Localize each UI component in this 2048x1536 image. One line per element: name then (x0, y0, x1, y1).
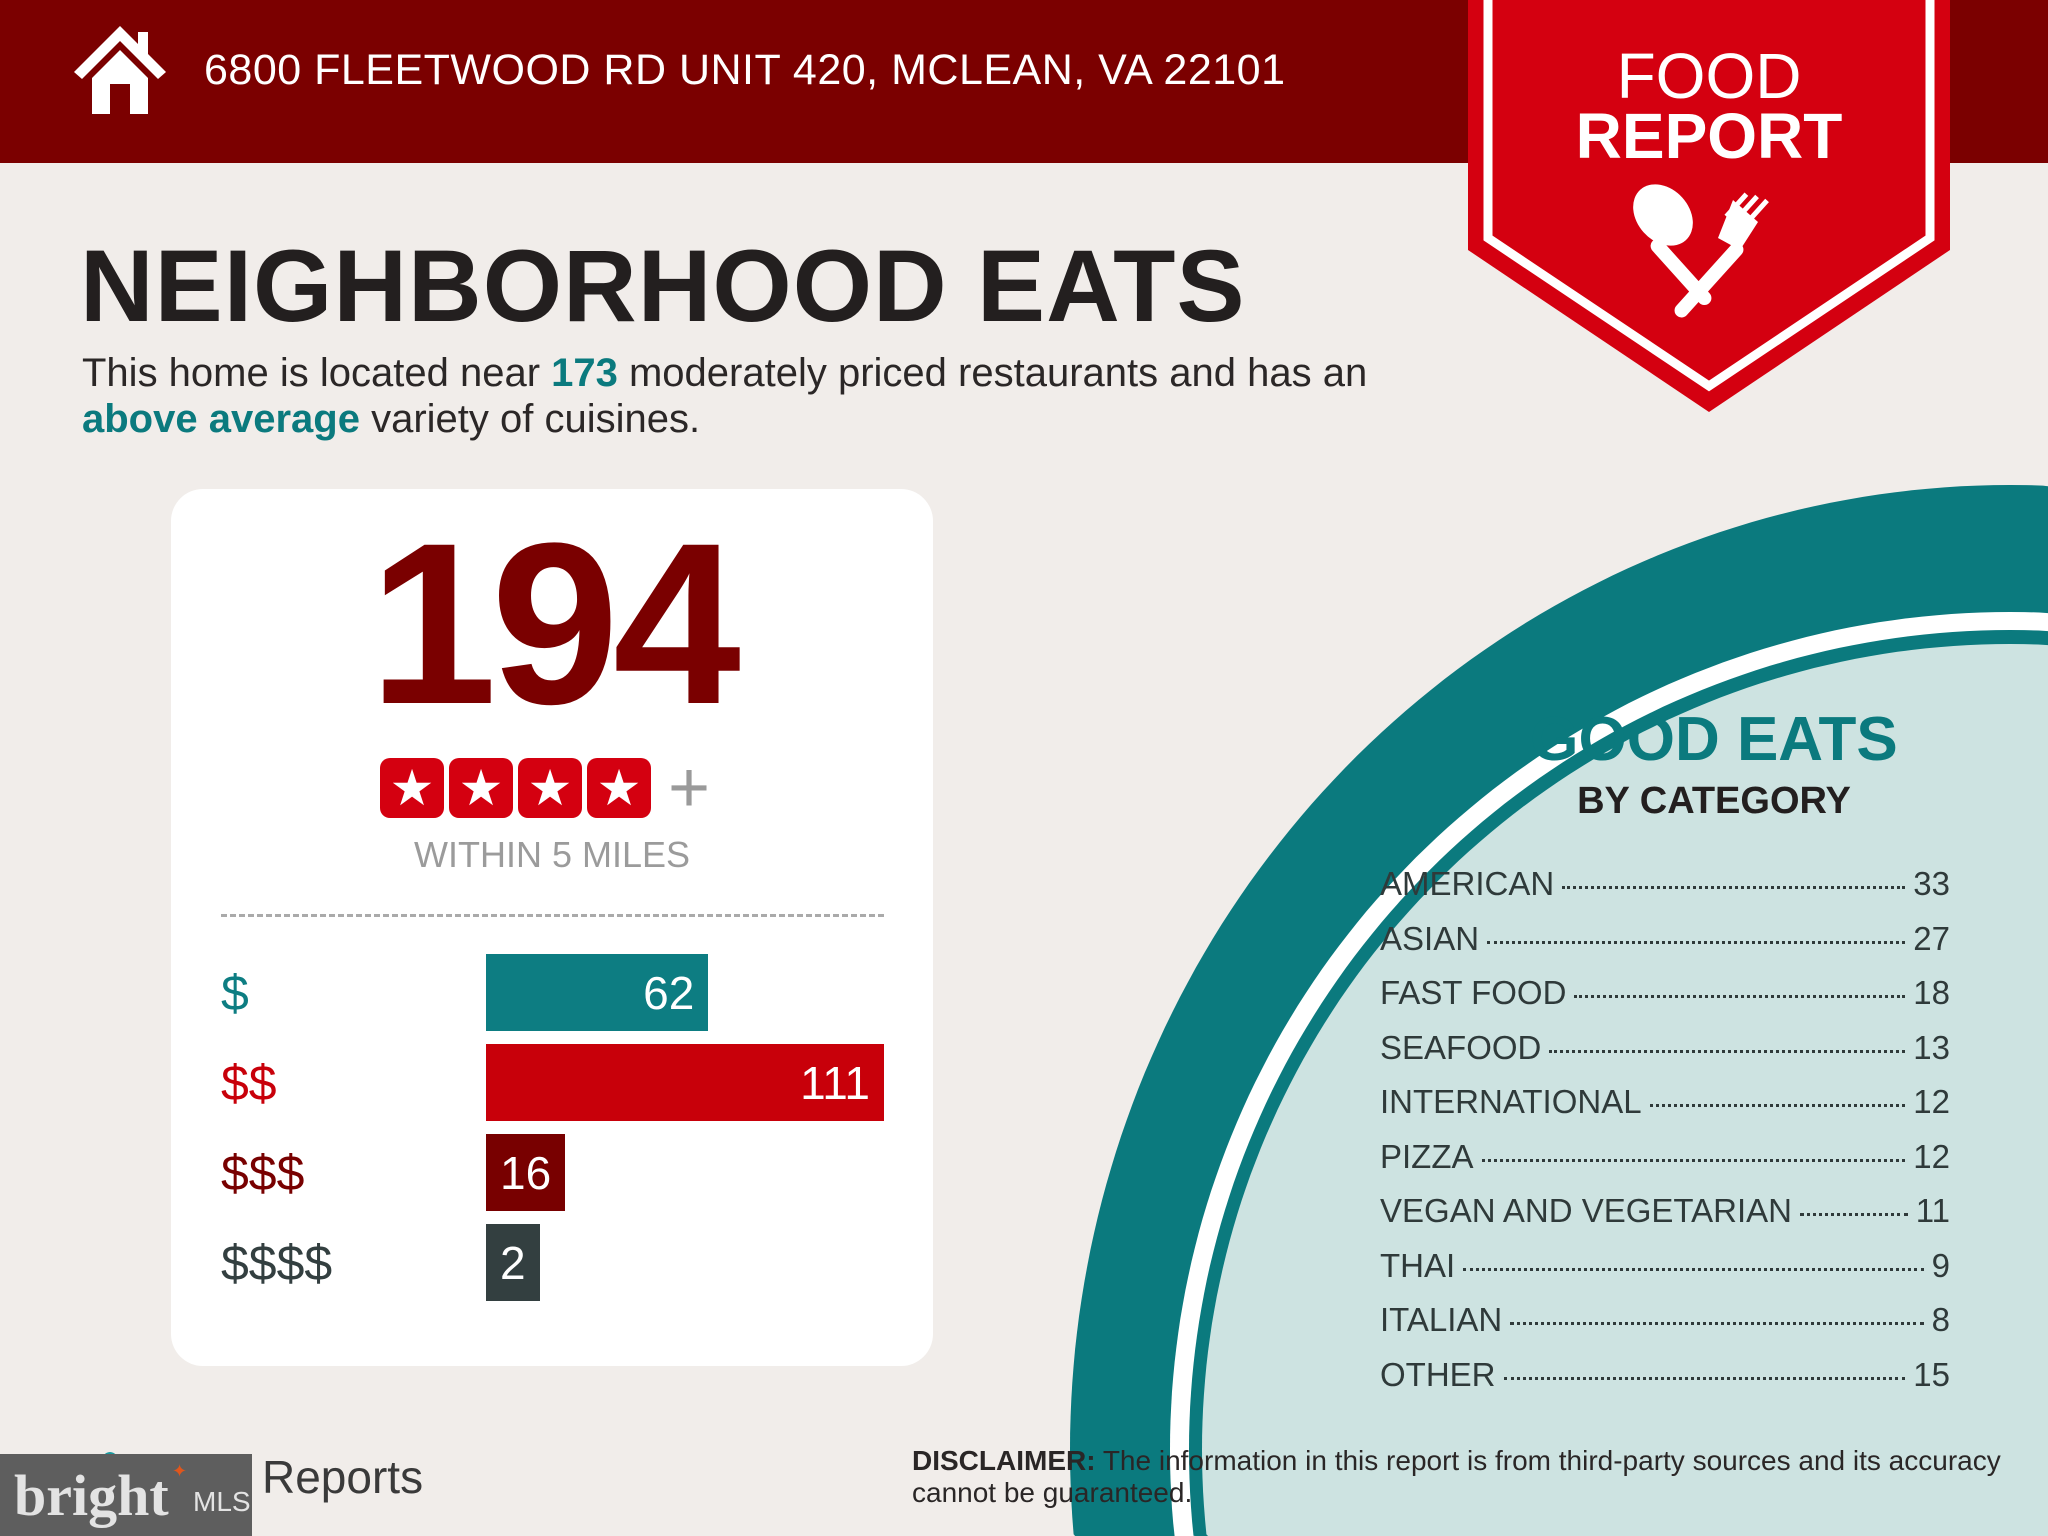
intro-part: This home is located near (82, 351, 552, 395)
price-tier-bar: 111 (486, 1044, 884, 1121)
intro-part: variety of cuisines. (359, 397, 701, 441)
plus-icon: + (668, 748, 711, 828)
badge-title-line2: REPORT (1575, 100, 1843, 172)
circle-ring (1202, 644, 2048, 1536)
dot-leader (1481, 1158, 1906, 1162)
page-title: NEIGHBORHOOD EATS (80, 229, 1246, 343)
total-restaurants: 194 (369, 495, 741, 752)
price-tier-row: $62 (221, 954, 891, 1031)
category-name: THAI (1380, 1246, 1456, 1284)
category-row: ITALIAN 8 (1380, 1301, 1950, 1356)
star-icon: ★ (380, 758, 444, 818)
disclaimer-text: The information in this report is from t… (912, 1445, 2001, 1508)
category-count: 12 (1913, 1083, 1950, 1120)
category-count: 15 (1913, 1355, 1950, 1393)
category-name: INTERNATIONAL (1380, 1083, 1642, 1120)
food-report-badge (1468, 0, 1950, 412)
intro-text: This home is located near 173 moderately… (82, 350, 1462, 442)
divider (221, 914, 884, 917)
category-row: PIZZA 12 (1380, 1138, 1950, 1193)
dot-leader (1562, 886, 1906, 889)
category-count: 11 (1915, 1192, 1950, 1229)
price-tier-label: $$$ (221, 1144, 305, 1201)
dot-leader (1649, 1104, 1906, 1107)
category-count: 13 (1913, 1028, 1950, 1066)
category-row: OTHER 15 (1380, 1356, 1950, 1411)
category-name: AMERICAN (1380, 865, 1555, 902)
category-name: ASIAN (1380, 919, 1480, 957)
bright-mls-watermark: bright ✦ MLS (0, 1454, 252, 1536)
category-name: FAST FOOD (1380, 974, 1567, 1011)
star-icon: ★ (449, 758, 513, 818)
dot-leader (1574, 995, 1906, 998)
category-row: INTERNATIONAL 12 (1380, 1083, 1950, 1138)
category-name: ITALIAN (1380, 1301, 1503, 1338)
category-row: FAST FOOD 18 (1380, 974, 1950, 1029)
variety-rating: above average (82, 397, 360, 441)
disclaimer-label: DISCLAIMER: (912, 1445, 1096, 1476)
category-count: 8 (1931, 1301, 1950, 1338)
reports-logo-text: Reports (262, 1451, 424, 1503)
price-tier-bar: 2 (486, 1224, 540, 1301)
dot-leader (1487, 940, 1906, 944)
category-name: OTHER (1380, 1355, 1496, 1393)
price-tier-label: $$$$ (221, 1234, 333, 1291)
intro-part: moderately priced restaurants and has an (617, 351, 1368, 395)
category-count: 18 (1913, 974, 1950, 1011)
category-row: VEGAN AND VEGETARIAN 11 (1380, 1192, 1950, 1247)
restaurant-count: 173 (551, 351, 618, 395)
bright-logo: bright (14, 1463, 169, 1528)
good-eats-title: GOOD EATS (1530, 705, 1898, 774)
price-tier-row: $$$$ 2 (221, 1224, 891, 1301)
good-eats-subtitle: BY CATEGORY (1577, 780, 1851, 822)
summary-card: 194 ★ ★ ★ ★ + WITHIN 5 MILES $62 $$ 111 $$$ 16 $… (171, 489, 933, 1366)
mls-logo: MLS (193, 1486, 251, 1517)
price-tier-label: $$ (221, 1054, 277, 1111)
dot-leader (1799, 1213, 1908, 1216)
price-tier-row: $$ 111 (221, 1044, 891, 1121)
star-icon: ★ (587, 758, 651, 818)
price-tier-row: $$$ 16 (221, 1134, 891, 1211)
sparkle-icon: ✦ (172, 1461, 188, 1481)
radius-label: WITHIN 5 MILES (413, 834, 691, 875)
category-row: THAI 9 (1380, 1247, 1950, 1302)
category-row: AMERICAN 33 (1380, 865, 1950, 920)
price-tier-bar: 16 (486, 1134, 566, 1211)
price-tier-bar: 62 (486, 954, 709, 1031)
category-list: AMERICAN 33 ASIAN 27 FAST FOOD 18 SEAFOOD 13 INT… (1380, 865, 1950, 1410)
category-count: 9 (1931, 1246, 1950, 1284)
disclaimer: DISCLAIMER: The information in this repo… (912, 1445, 2012, 1509)
dot-leader (1503, 1376, 1906, 1380)
property-address: 6800 FLEETWOOD RD UNIT 420, MCLEAN, VA 2… (204, 46, 1286, 94)
category-count: 33 (1913, 865, 1950, 902)
star-icon: ★ (518, 758, 582, 818)
badge-title-line1: FOOD (1616, 40, 1802, 112)
price-tier-label: $ (221, 964, 249, 1021)
house-icon (74, 26, 166, 114)
dot-leader (1549, 1049, 1906, 1053)
category-name: SEAFOOD (1380, 1028, 1542, 1066)
category-row: SEAFOOD 13 (1380, 1029, 1950, 1084)
category-name: VEGAN AND VEGETARIAN (1380, 1192, 1792, 1229)
spoon-fork-icon (1633, 184, 1769, 318)
star-rating: ★ ★ ★ ★ + (380, 752, 710, 824)
dot-leader (1510, 1322, 1924, 1325)
category-name: PIZZA (1380, 1137, 1474, 1175)
category-count: 12 (1913, 1137, 1950, 1175)
category-row: ASIAN 27 (1380, 920, 1950, 975)
dot-leader (1463, 1267, 1924, 1271)
category-count: 27 (1913, 919, 1950, 957)
